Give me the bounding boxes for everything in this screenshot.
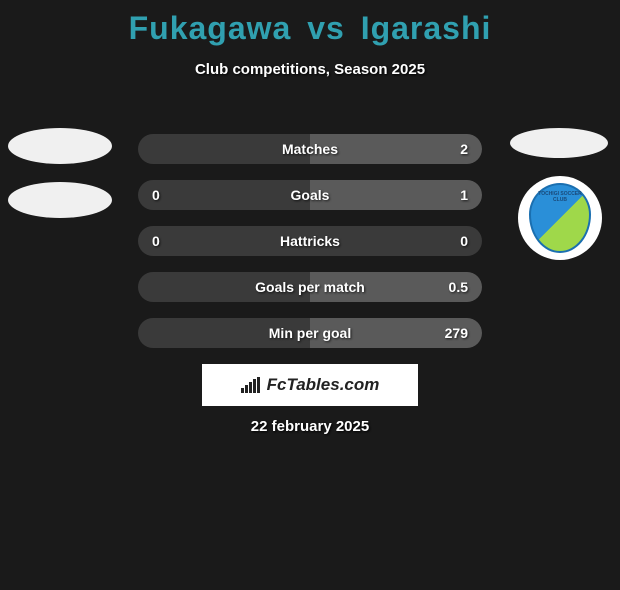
- stat-value-right: 0: [460, 233, 468, 249]
- player-a-name: Fukagawa: [129, 10, 292, 46]
- subtitle: Club competitions, Season 2025: [0, 61, 620, 78]
- stat-label: Hattricks: [280, 233, 340, 249]
- left-player-badges: [8, 128, 112, 236]
- stat-fill-right: [310, 180, 482, 210]
- stat-row: 0 Goals 1: [138, 180, 482, 210]
- bar-chart-icon: [241, 377, 261, 393]
- stat-label: Min per goal: [269, 325, 351, 341]
- stat-label: Matches: [282, 141, 338, 157]
- player-b-name: Igarashi: [361, 10, 492, 46]
- stat-value-left: 0: [152, 187, 160, 203]
- stat-label: Goals: [291, 187, 330, 203]
- stats-table: Matches 2 0 Goals 1 0 Hattricks 0 Goals per matc…: [138, 134, 482, 364]
- brand-label: FcTables.com: [267, 375, 380, 395]
- stat-value-left: 0: [152, 233, 160, 249]
- stat-row: Matches 2: [138, 134, 482, 164]
- vs-separator: vs: [307, 10, 345, 46]
- stat-row: Min per goal 279: [138, 318, 482, 348]
- left-badge-oval-1: [8, 128, 112, 164]
- date-label: 22 february 2025: [0, 418, 620, 435]
- club-crest-icon: TOCHIGI SOCCER CLUB: [518, 176, 602, 260]
- comparison-title: Fukagawa vs Igarashi: [0, 10, 620, 47]
- brand-box: FcTables.com: [202, 364, 418, 406]
- stat-row: Goals per match 0.5: [138, 272, 482, 302]
- stat-label: Goals per match: [255, 279, 365, 295]
- stat-value-right: 0.5: [449, 279, 468, 295]
- stat-value-right: 2: [460, 141, 468, 157]
- stat-value-right: 279: [445, 325, 468, 341]
- right-badge-oval: [510, 128, 608, 158]
- stat-row: 0 Hattricks 0: [138, 226, 482, 256]
- left-badge-oval-2: [8, 182, 112, 218]
- right-player-badges: TOCHIGI SOCCER CLUB: [510, 128, 608, 260]
- crest-label: TOCHIGI SOCCER CLUB: [531, 191, 589, 203]
- stat-value-right: 1: [460, 187, 468, 203]
